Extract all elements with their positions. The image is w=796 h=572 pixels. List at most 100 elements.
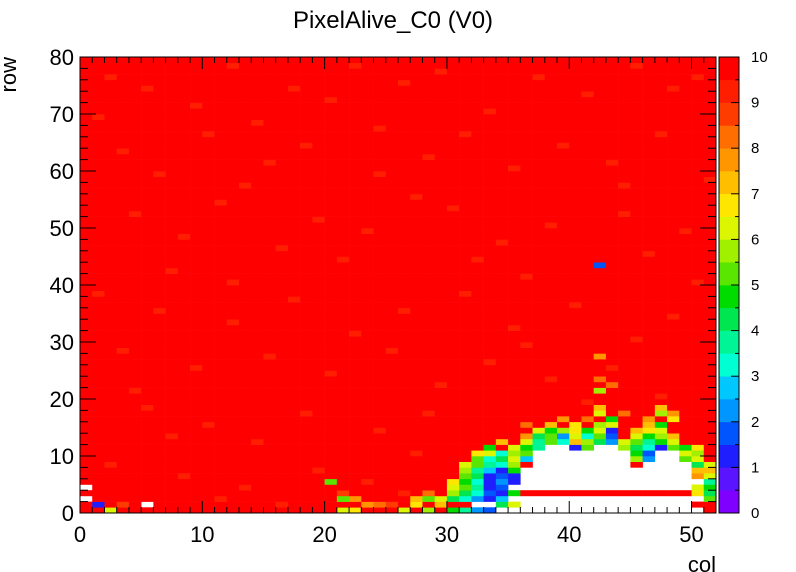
heatmap-cell [361,478,374,485]
heatmap-cell [312,410,325,417]
heatmap-cell [80,387,93,394]
heatmap-cell [251,393,264,400]
heatmap-cell [385,427,399,434]
heatmap-cell [251,245,264,252]
heatmap-cell [557,393,570,400]
heatmap-cell [104,136,117,143]
heatmap-cell [532,324,546,331]
heatmap-cell [190,444,203,451]
heatmap-cell [153,404,166,411]
heatmap-cell [190,404,203,411]
heatmap-cell [202,290,215,297]
heatmap-cell [336,347,350,354]
heatmap-cell [336,410,350,417]
heatmap-cell [410,188,423,195]
heatmap-cell [336,495,350,502]
heatmap-cell [520,205,533,212]
heatmap-cell [557,302,570,309]
heatmap-cell [373,501,387,508]
heatmap-cell [80,501,93,508]
heatmap-cell [190,336,203,343]
heatmap-cell [667,399,680,405]
heatmap-cell [654,490,668,497]
heatmap-cell [275,159,289,166]
heatmap-cell [349,484,362,491]
heatmap-cell [349,239,362,246]
heatmap-cell [312,421,325,428]
heatmap-cell [398,182,411,189]
heatmap-cell [422,370,435,377]
heatmap-cell [165,245,179,252]
heatmap-cell [410,353,423,360]
heatmap-cell [483,353,497,360]
heatmap-cell [398,136,411,143]
heatmap-cell [336,153,350,160]
heatmap-cells [80,57,717,514]
heatmap-cell [398,336,411,343]
heatmap-cell [165,370,179,377]
heatmap-cell [446,239,460,246]
heatmap-cell [373,404,387,411]
heatmap-cell [630,267,643,274]
heatmap-cell [544,108,558,115]
heatmap-cell [141,108,154,115]
heatmap-cell [544,285,558,291]
heatmap-cell [667,74,680,81]
heatmap-cell [202,336,215,343]
heatmap-cell [177,262,191,269]
heatmap-cell [165,125,179,132]
heatmap-cell [239,444,252,451]
heatmap-cell [398,193,411,200]
heatmap-cell [104,467,117,474]
heatmap-cell [251,421,264,428]
heatmap-cell [361,233,374,240]
heatmap-cell [532,399,546,405]
heatmap-cell [544,68,558,75]
heatmap-cell [557,108,570,115]
heatmap-cell [654,245,668,252]
heatmap-cell [679,279,692,286]
heatmap-cell [691,245,705,252]
heatmap-cell [593,364,607,371]
heatmap-cell [214,102,228,109]
heatmap-cell [190,131,203,138]
y-tick-label: 70 [50,102,74,127]
heatmap-cell [373,302,387,309]
heatmap-cell [263,313,276,320]
heatmap-cell [495,478,509,485]
heatmap-cell [263,450,276,457]
heatmap-cell [153,416,166,423]
heatmap-cell [605,136,619,143]
heatmap-cell [116,330,130,337]
heatmap-cell [141,279,154,286]
heatmap-cell [593,131,607,138]
heatmap-cell [239,359,252,366]
heatmap-cell [239,142,252,149]
heatmap-cell [80,148,93,155]
heatmap-cell [691,171,705,177]
heatmap-cell [361,153,374,160]
heatmap-cell [703,450,717,457]
heatmap-cell [80,239,93,246]
heatmap-cell [410,91,423,98]
heatmap-cell [618,433,631,440]
heatmap-cell [336,399,350,405]
heatmap-cell [312,501,325,508]
heatmap-cell [153,199,166,206]
heatmap-cell [177,347,191,354]
heatmap-cell [679,68,692,75]
heatmap-cell [593,330,607,337]
heatmap-cell [422,307,435,314]
heatmap-cell [214,336,228,343]
heatmap-cell [605,381,619,388]
palette-segment [719,399,739,423]
heatmap-cell [349,68,362,75]
heatmap-cell [300,119,313,126]
heatmap-cell [361,68,374,75]
heatmap-cell [630,176,643,183]
heatmap-cell [667,136,680,143]
heatmap-cell [618,96,631,103]
heatmap-cell [385,490,399,497]
heatmap-cell [300,376,313,383]
heatmap-cell [667,359,680,366]
